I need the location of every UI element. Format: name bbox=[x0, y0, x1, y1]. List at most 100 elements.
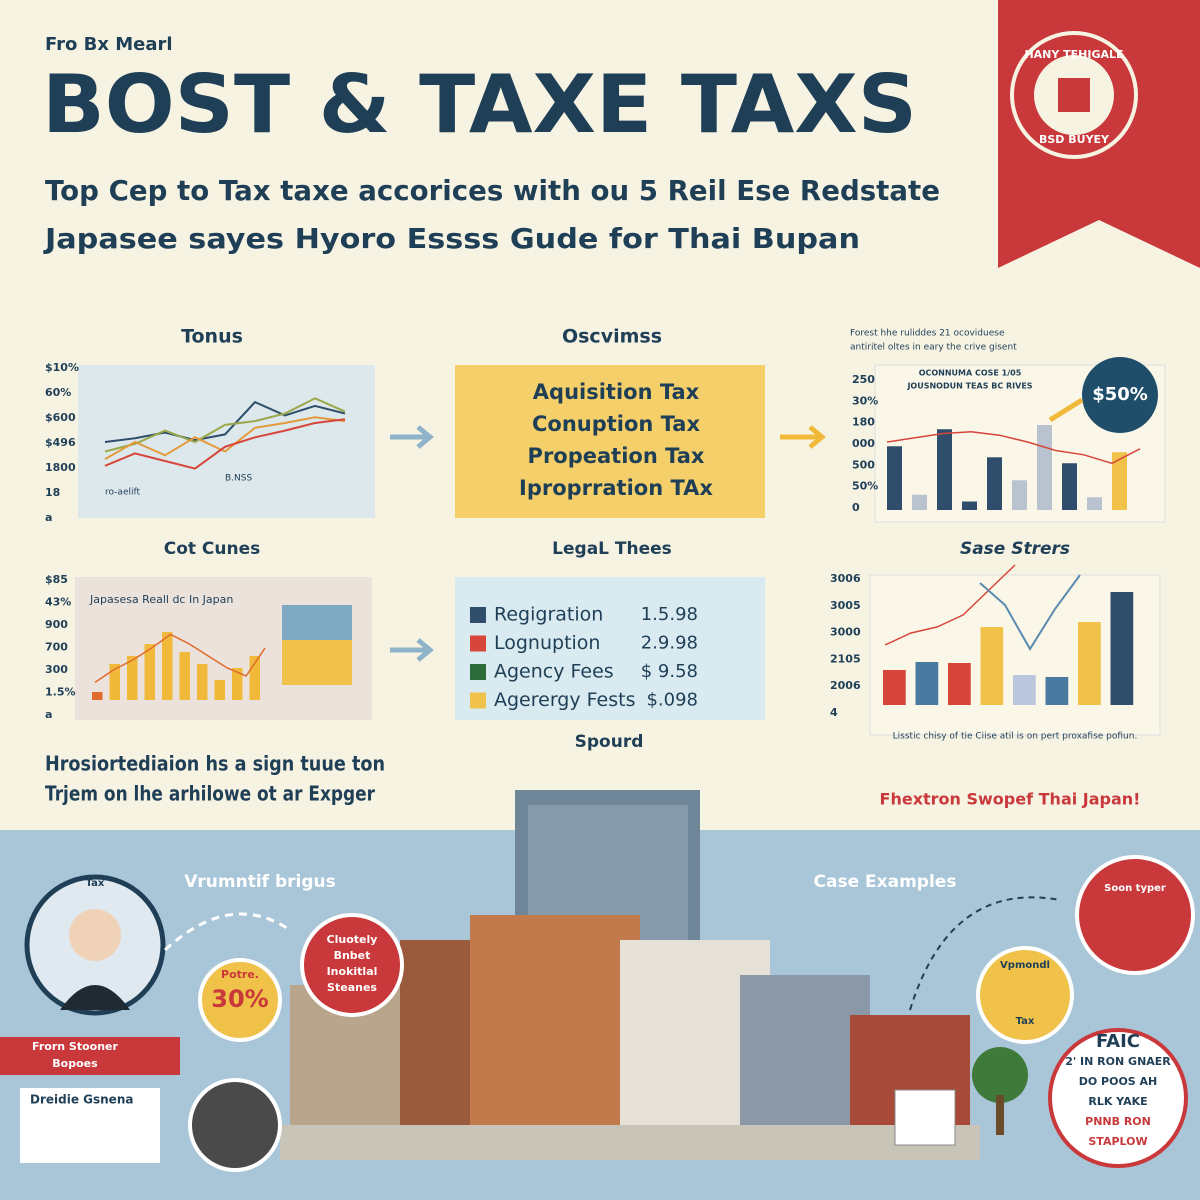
legend-swatch bbox=[470, 692, 486, 709]
y-tick-label: 1.5% bbox=[45, 686, 76, 699]
main-title: BOST & TAXE TAXS bbox=[42, 58, 917, 151]
bar bbox=[162, 632, 173, 700]
y-tick-label: 50% bbox=[852, 480, 878, 493]
note: ro-aelift bbox=[105, 488, 140, 498]
bar bbox=[92, 692, 103, 700]
badge-bottom: BSD BUYEY bbox=[1039, 133, 1110, 146]
bar bbox=[937, 429, 952, 510]
card bbox=[20, 1088, 160, 1163]
chart-box bbox=[78, 365, 375, 518]
bubble-text: Steanes bbox=[327, 981, 377, 994]
tax-item: Propeation Tax bbox=[528, 444, 705, 468]
bar bbox=[883, 670, 906, 705]
bar bbox=[1112, 452, 1127, 510]
rate-label: Potre. bbox=[221, 968, 259, 981]
y-tick-label: a bbox=[45, 708, 52, 721]
y-tick-label: 43% bbox=[45, 596, 71, 609]
arrow bbox=[1048, 397, 1084, 423]
portrait-label: Tax bbox=[86, 878, 105, 889]
y-tick-label: 000 bbox=[852, 437, 875, 450]
bar bbox=[980, 627, 1004, 705]
y-tick-label: 2006 bbox=[830, 679, 861, 692]
bar bbox=[912, 494, 927, 510]
y-tick-label: $10% bbox=[45, 361, 79, 374]
legal-box bbox=[455, 577, 765, 720]
arrow bbox=[780, 425, 826, 449]
y-tick-label: 30% bbox=[852, 394, 878, 407]
line-series bbox=[104, 400, 346, 443]
bar bbox=[179, 652, 190, 700]
bar bbox=[127, 656, 138, 700]
y-tick-label: 300 bbox=[45, 663, 68, 676]
tax-item: Conuption Tax bbox=[532, 412, 700, 436]
bar bbox=[1037, 425, 1052, 510]
note: Forest hhe ruliddes 21 ocoviduese bbox=[850, 329, 1005, 339]
bar bbox=[249, 656, 260, 700]
info-bubble bbox=[1075, 855, 1195, 975]
note: B.NSS bbox=[225, 474, 252, 484]
bar bbox=[109, 664, 120, 700]
y-tick-label: 3006 bbox=[830, 572, 861, 585]
tax-item: Iproprration TAx bbox=[519, 476, 713, 500]
tax-item: Aquisition Tax bbox=[533, 380, 700, 404]
y-tick-label: 500 bbox=[852, 458, 875, 471]
city-illustration bbox=[280, 790, 1028, 1160]
section-heading: Vrumntif brigus bbox=[184, 872, 336, 892]
section-label: Spourd bbox=[575, 732, 644, 752]
bar bbox=[887, 446, 902, 510]
bar bbox=[144, 644, 155, 700]
bubble-text: Soon typer bbox=[1104, 883, 1166, 894]
bubble-text: Inokitlal bbox=[327, 965, 378, 978]
card-title: Dreidie Gsnena bbox=[30, 1093, 133, 1107]
kicker: Fro Bx Mearl bbox=[45, 34, 173, 55]
line-series bbox=[104, 397, 346, 453]
chart-heading: JOUSNODUN TEAS BC RIVES bbox=[906, 382, 1032, 391]
y-tick-label: 250 bbox=[852, 373, 875, 386]
legend-swatch bbox=[470, 635, 486, 652]
line-series bbox=[94, 633, 266, 684]
badge-icon bbox=[1058, 78, 1090, 112]
subtitle: Japasee sayes Hyoro Essss Gude for Thai … bbox=[43, 222, 860, 255]
y-tick-label: 0 bbox=[852, 501, 860, 514]
legal-amount: $ 9.58 bbox=[641, 661, 698, 682]
bubble-text: FAIC bbox=[1096, 1031, 1140, 1052]
legal-item: Agerergy Fests bbox=[494, 689, 635, 711]
panel-title: LegaL Thees bbox=[552, 539, 672, 559]
bubble-text: DO POOS AH bbox=[1079, 1075, 1158, 1088]
badge-top: HANY TEHIGALE bbox=[1024, 48, 1123, 61]
intro-text: Trjem on lhe arhilowe ot ar Expger bbox=[45, 782, 375, 806]
panel-title: Cot Cunes bbox=[164, 539, 261, 559]
line-series bbox=[104, 416, 346, 460]
y-tick-label: $85 bbox=[45, 573, 68, 586]
rate-value: 30% bbox=[211, 985, 268, 1013]
info-bubble bbox=[300, 913, 404, 1017]
bubble-text: Cluotely bbox=[327, 933, 378, 946]
legal-amount: 1.5.98 bbox=[641, 604, 698, 625]
y-tick-label: 700 bbox=[45, 641, 68, 654]
arrow bbox=[390, 425, 434, 449]
bar bbox=[214, 680, 225, 700]
bubble-text: STAPLOW bbox=[1088, 1135, 1147, 1148]
subtitle: Top Cep to Tax taxe accorices with ou 5 … bbox=[45, 174, 940, 207]
bar bbox=[1110, 592, 1134, 705]
panel-title: Sase Strers bbox=[960, 539, 1070, 559]
rate-bubble bbox=[198, 958, 282, 1042]
bar bbox=[987, 457, 1002, 510]
y-tick-label: 2105 bbox=[830, 652, 861, 665]
note: antiritel oltes in eary the crive gisent bbox=[850, 343, 1017, 353]
bar bbox=[915, 662, 939, 705]
y-tick-label: 3005 bbox=[830, 599, 861, 612]
y-tick-label: 3000 bbox=[830, 626, 861, 639]
bubble-text: Bnbet bbox=[334, 949, 371, 962]
connector bbox=[909, 896, 1061, 1011]
line-series bbox=[884, 564, 1016, 646]
legal-item: Agency Fees bbox=[494, 661, 614, 683]
rate-badge bbox=[1082, 357, 1158, 433]
line-series bbox=[104, 418, 346, 470]
bubble-text: Tax bbox=[1016, 1016, 1035, 1027]
legal-amount: 2.9.98 bbox=[641, 633, 698, 654]
banner bbox=[0, 1037, 180, 1075]
bar bbox=[1078, 622, 1101, 705]
portrait-face bbox=[69, 909, 121, 961]
